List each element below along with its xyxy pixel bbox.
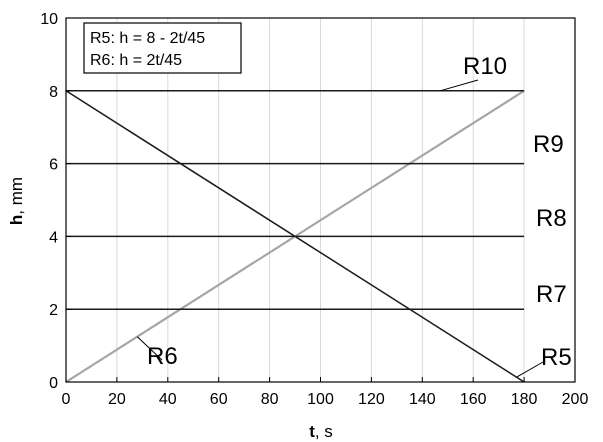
y-ticks: 0 2 4 6 8 10 xyxy=(40,11,71,392)
x-tick-label-60: 60 xyxy=(210,391,228,408)
grid xyxy=(116,18,525,382)
series-label-r7: R7 xyxy=(536,281,567,308)
x-tick-label-20: 20 xyxy=(108,391,126,408)
y-tick-label-8: 8 xyxy=(49,84,58,101)
x-tick-label-0: 0 xyxy=(62,391,71,408)
leader-line-r6 xyxy=(136,336,163,361)
y-tick-label-6: 6 xyxy=(49,157,58,174)
callouts: R5 R6 R7 R8 R9 R10 xyxy=(136,53,572,378)
y-tick-label-0: 0 xyxy=(49,375,58,392)
x-ticks: 0 20 40 60 80 100 120 140 160 180 200 xyxy=(62,377,589,408)
x-tick-label-140: 140 xyxy=(409,391,436,408)
x-tick-label-180: 180 xyxy=(511,391,538,408)
legend-line-r5: R5: h = 8 - 2t/45 xyxy=(90,30,205,47)
x-tick-label-200: 200 xyxy=(562,391,589,408)
legend-box: R5: h = 8 - 2t/45 R6: h = 2t/45 xyxy=(83,22,242,74)
y-tick-label-10: 10 xyxy=(40,11,58,28)
x-tick-label-40: 40 xyxy=(159,391,177,408)
x-tick-label-160: 160 xyxy=(460,391,487,408)
leader-line-r10 xyxy=(439,79,479,92)
x-axis-title: t, s xyxy=(309,422,333,441)
y-tick-label-2: 2 xyxy=(49,302,58,319)
y-axis-title: h, mm xyxy=(7,177,26,225)
series-group xyxy=(65,89,525,383)
x-tick-label-100: 100 xyxy=(307,391,334,408)
legend-line-r6: R6: h = 2t/45 xyxy=(90,52,182,69)
series-label-r5: R5 xyxy=(541,344,572,371)
series-label-r10: R10 xyxy=(463,53,507,80)
series-label-r9: R9 xyxy=(533,131,564,158)
series-label-r8: R8 xyxy=(536,205,567,232)
leader-line-r5 xyxy=(516,361,544,378)
x-tick-label-80: 80 xyxy=(261,391,279,408)
series-label-r6: R6 xyxy=(147,343,178,370)
y-tick-label-4: 4 xyxy=(49,229,58,246)
x-tick-label-120: 120 xyxy=(358,391,385,408)
